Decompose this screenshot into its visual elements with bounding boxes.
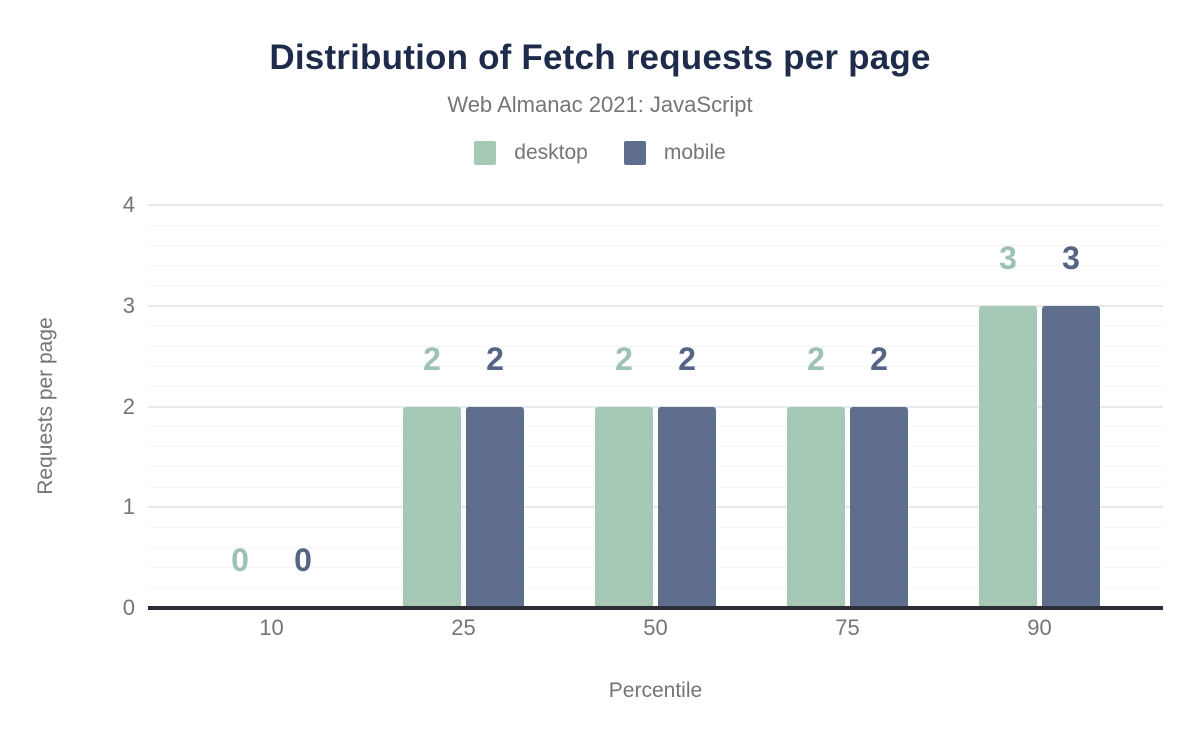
gridline-major (148, 304, 1163, 307)
x-tick-25: 25 (451, 615, 476, 640)
value-label-mobile-p50: 2 (678, 340, 696, 377)
legend-label-mobile: mobile (663, 141, 726, 164)
legend-item-desktop: desktop (474, 141, 588, 165)
value-label-mobile-p10: 0 (294, 542, 312, 578)
y-tick-0: 0 (122, 595, 135, 620)
x-axis-title: Percentile (608, 679, 703, 702)
gridline-minor (148, 486, 1163, 488)
gridline-minor (148, 365, 1163, 367)
bar-desktop-p75 (787, 406, 845, 608)
plot-area: 0 0 10 2 2 25 2 2 50 2 2 75 3 3 90 (148, 204, 1163, 640)
gridline-major (148, 204, 1163, 206)
value-label-mobile-p25: 2 (486, 340, 504, 377)
y-tick-4: 4 (122, 192, 135, 217)
bar-desktop-p25 (403, 406, 461, 608)
x-axis-line (148, 606, 1163, 610)
value-label-desktop-p75: 2 (807, 340, 825, 377)
value-label-desktop-p90: 3 (999, 239, 1017, 276)
value-label-mobile-p75: 2 (870, 340, 888, 377)
x-tick-50: 50 (643, 615, 668, 640)
value-label-desktop-p50: 2 (615, 340, 633, 377)
y-tick-2: 2 (122, 393, 135, 419)
value-label-desktop-p25: 2 (423, 340, 441, 377)
gridline-minor (148, 466, 1163, 468)
gridline-minor (148, 567, 1163, 569)
legend-item-mobile: mobile (623, 141, 726, 165)
gridline-major (148, 405, 1163, 408)
gridline-minor (148, 526, 1163, 528)
bar-mobile-p50 (658, 406, 716, 608)
bar-mobile-p25 (466, 406, 524, 608)
chart-title: Distribution of Fetch requests per page (269, 38, 931, 77)
y-tick-1: 1 (122, 494, 135, 520)
legend: desktop mobile (0, 141, 1200, 165)
gridline-minor (148, 224, 1163, 226)
legend-swatch-desktop (474, 141, 497, 165)
chart-subtitle: Web Almanac 2021: JavaScript (447, 92, 753, 117)
bar-desktop-p50 (595, 406, 653, 608)
gridline-minor (148, 446, 1163, 448)
y-tick-3: 3 (122, 292, 135, 318)
x-tick-10: 10 (259, 615, 284, 640)
value-label-desktop-p10: 0 (231, 542, 249, 578)
gridline-minor (148, 264, 1163, 266)
legend-label-desktop: desktop (514, 141, 588, 164)
bar-mobile-p75 (850, 406, 908, 608)
x-tick-90: 90 (1027, 615, 1052, 640)
gridline-minor (148, 345, 1163, 347)
gridline-minor (148, 547, 1163, 549)
x-tick-75: 75 (835, 615, 860, 640)
gridline-minor (148, 587, 1163, 589)
gridline-minor (148, 426, 1163, 428)
bar-mobile-p90 (1042, 305, 1100, 608)
value-label-mobile-p90: 3 (1062, 239, 1080, 276)
gridline-major (148, 506, 1163, 509)
bar-desktop-p90 (979, 305, 1037, 608)
legend-swatch-mobile (623, 141, 646, 165)
gridline-minor (148, 244, 1163, 246)
gridline-minor (148, 285, 1163, 287)
gridline-minor (148, 325, 1163, 327)
gridline-minor (148, 385, 1163, 387)
